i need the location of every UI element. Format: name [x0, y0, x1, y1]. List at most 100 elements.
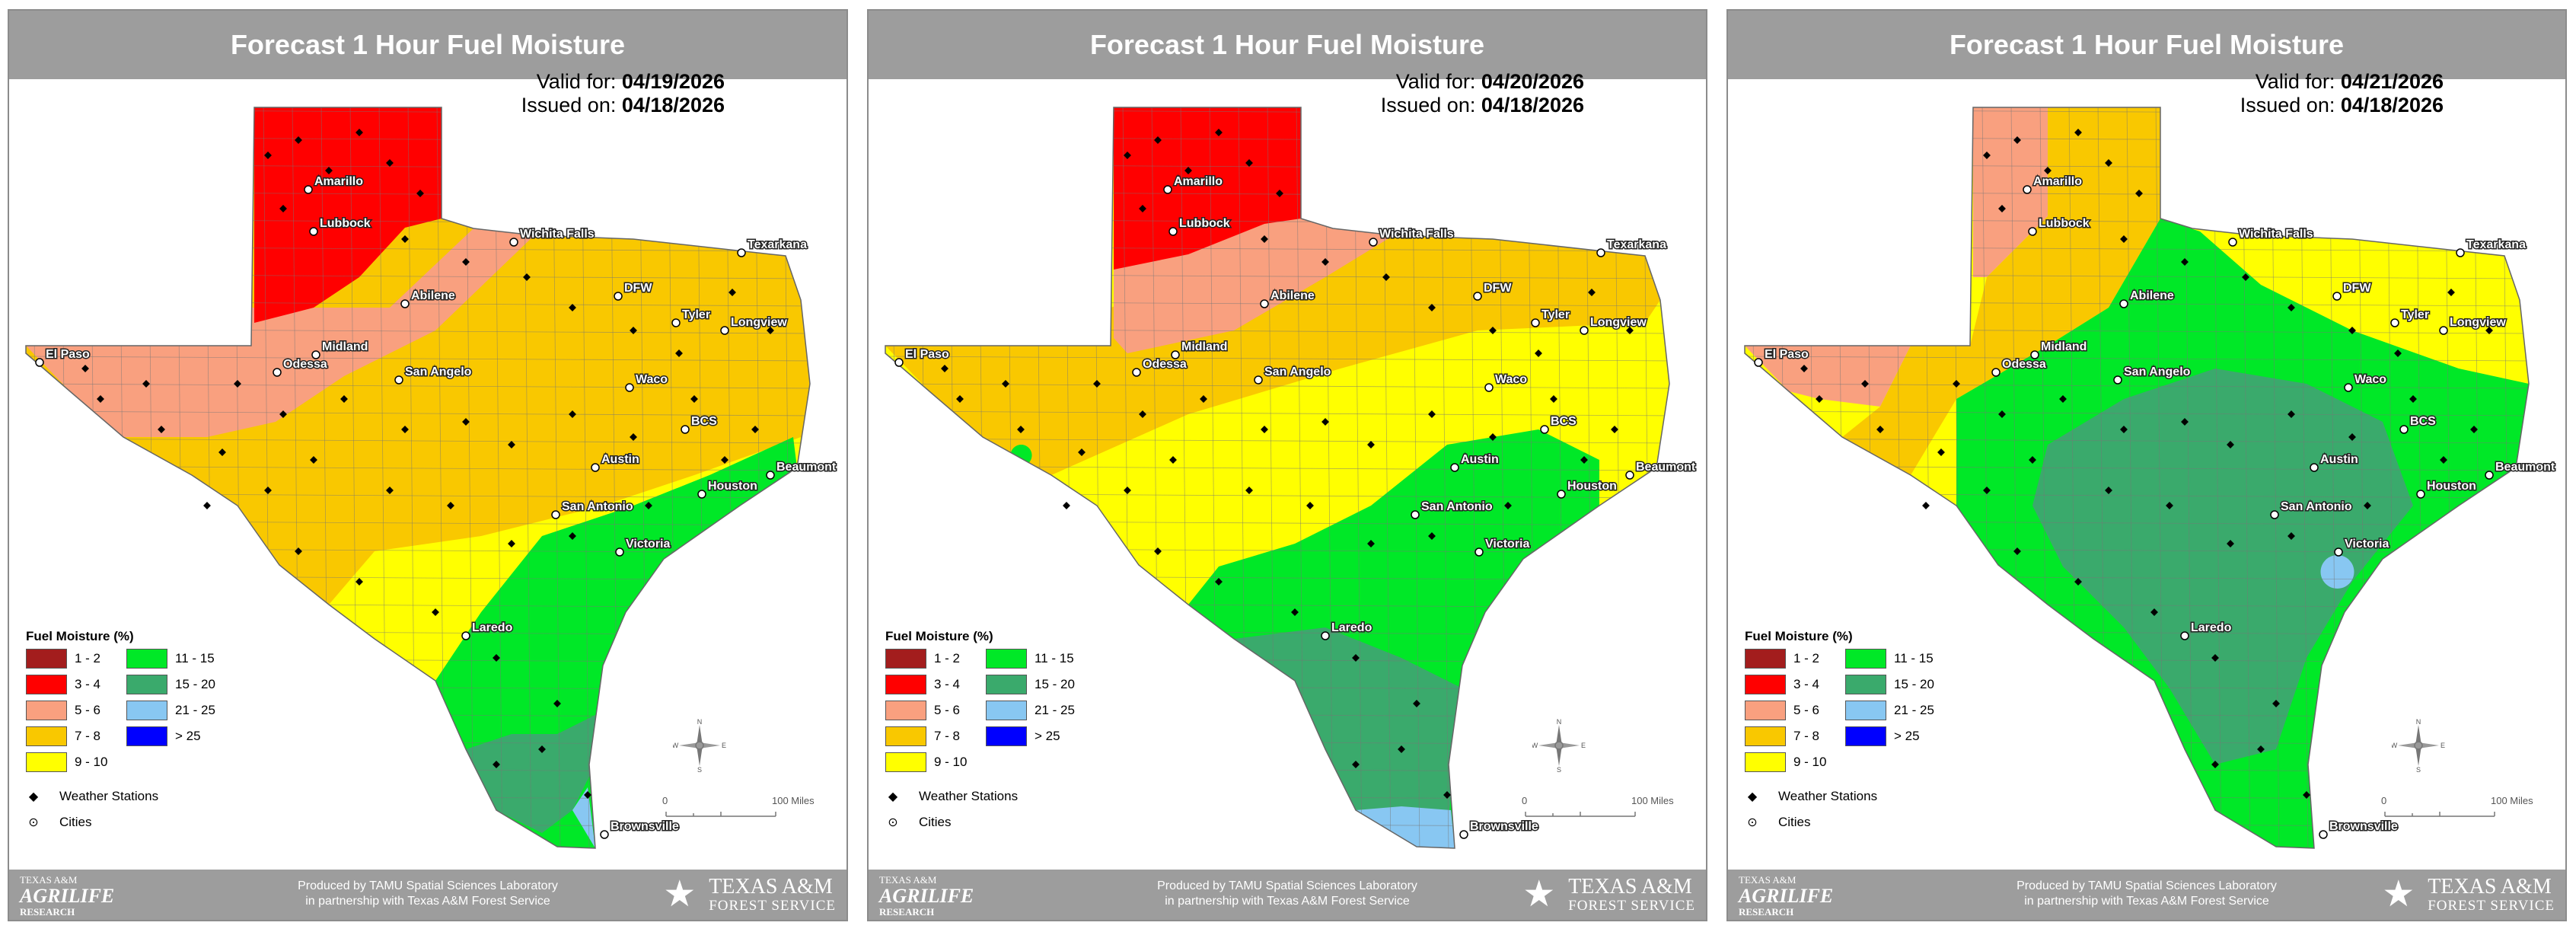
city-label: DFW — [624, 282, 652, 295]
map-panel-1: Forecast 1 Hour Fuel Moisture Amarillo Lu… — [8, 9, 848, 921]
compass-n: N — [2416, 719, 2421, 726]
weather-station-icon — [325, 167, 333, 174]
legend-title: Fuel Moisture (%) — [1745, 629, 1853, 643]
weather-station-icon — [1207, 220, 1215, 228]
weather-station-icon — [2447, 289, 2455, 296]
city-label: Laredo — [472, 621, 513, 634]
city-symbol-icon: ⊙ — [888, 816, 898, 829]
weather-station-icon — [1200, 395, 1207, 403]
city-icon — [1459, 830, 1468, 839]
weather-station-icon — [1428, 410, 1436, 418]
weather-station-icon — [941, 365, 948, 372]
weather-station-icon — [1017, 426, 1025, 433]
compass-e: E — [1581, 742, 1586, 749]
moisture-region — [1842, 107, 2160, 475]
weather-station-icon — [158, 426, 165, 433]
legend-swatch — [126, 675, 167, 694]
city-icon — [1557, 490, 1566, 499]
weather-station-icon — [386, 159, 394, 167]
compass-s: S — [1557, 766, 1561, 772]
city-icon — [394, 375, 403, 385]
weather-station-icon — [1215, 578, 1223, 586]
weather-station-icon — [1352, 654, 1360, 662]
legend-swatch — [1745, 649, 1786, 669]
city-symbol-icon: ⊙ — [1747, 816, 1758, 829]
city-icon — [311, 350, 320, 359]
legend-item: 7 - 8 — [1745, 726, 1845, 746]
weather-station-icon — [675, 350, 683, 357]
valid-date: 04/19/2026 — [621, 70, 725, 93]
city-icon — [681, 425, 690, 434]
weather-station-icon — [203, 502, 211, 509]
compass-rose-icon: N S W E — [673, 719, 726, 772]
city-icon — [2439, 326, 2448, 335]
forest-service-logo: ★ TEXAS A&M FOREST SERVICE — [1522, 874, 1695, 914]
weather-station-icon — [355, 129, 363, 136]
legend-swatch — [885, 701, 926, 720]
weather-station-icon — [462, 258, 470, 266]
legend-cities: ⊙ Cities — [1745, 815, 1952, 830]
legend-item: 5 - 6 — [885, 701, 986, 720]
city-label: El Paso — [905, 348, 949, 361]
weather-station-icon — [767, 327, 774, 334]
scale-start: 0 — [2381, 795, 2387, 806]
legend-label: 1 - 2 — [934, 651, 961, 665]
city-label: Amarillo — [1174, 175, 1223, 188]
weather-station-icon — [1398, 745, 1405, 753]
weather-station-icon — [2074, 129, 2082, 136]
weather-station-icon — [493, 761, 500, 768]
validity-block: Valid for: 04/20/2026 Issued on: 04/18/2… — [1325, 70, 1584, 117]
legend-label: 3 - 4 — [75, 677, 101, 691]
station-symbol-icon: ◆ — [1747, 790, 1758, 803]
compass-rose-icon: N S W E — [1532, 719, 1586, 772]
validity-block: Valid for: 04/19/2026 Issued on: 04/18/2… — [466, 70, 725, 117]
legend-item: 5 - 6 — [1745, 701, 1845, 720]
city-label: DFW — [1484, 282, 1512, 295]
city-label: Texarkana — [2466, 238, 2526, 251]
legend-item: 1 - 2 — [26, 649, 126, 669]
moisture-region — [1188, 429, 1599, 848]
legend-item: 15 - 20 — [986, 675, 1092, 694]
weather-station-icon — [630, 327, 637, 334]
weather-station-icon — [386, 487, 394, 494]
forest-service-logo: ★ TEXAS A&M FOREST SERVICE — [2382, 874, 2555, 914]
weather-station-icon — [1428, 532, 1436, 540]
legend-label: 1 - 2 — [75, 651, 101, 665]
city-label: Houston — [2427, 480, 2476, 493]
legend-label: > 25 — [1035, 729, 1060, 743]
issued-date: 04/18/2026 — [1481, 94, 1584, 116]
legend-swatch — [1845, 649, 1886, 669]
legend-label: 5 - 6 — [934, 703, 961, 717]
legend-swatch — [1745, 752, 1786, 772]
legend-swatch — [26, 726, 67, 746]
weather-station-icon — [690, 395, 698, 403]
weather-station-icon — [1002, 380, 1009, 388]
city-label: Brownsville — [1470, 820, 1538, 833]
city-icon — [1540, 425, 1549, 434]
agrilife-logo: TEXAS A&M AGRILIFE RESEARCH — [879, 874, 974, 918]
city-label: BCS — [1551, 415, 1577, 428]
legend-swatch — [885, 675, 926, 694]
legend-item: 1 - 2 — [1745, 649, 1845, 669]
panel-footer: TEXAS A&M AGRILIFE RESEARCH Produced by … — [9, 870, 846, 920]
weather-station-icon — [538, 745, 546, 753]
issued-date: 04/18/2026 — [2340, 94, 2444, 116]
legend-swatch — [126, 701, 167, 720]
weather-station-icon — [569, 410, 576, 418]
legend-item: 15 - 20 — [126, 675, 233, 694]
weather-station-icon — [2272, 700, 2280, 707]
city-label: Abilene — [411, 289, 455, 302]
weather-station-icon — [1291, 608, 1299, 616]
weather-station-icon — [751, 426, 759, 433]
city-icon — [1625, 471, 1634, 480]
compass-s: S — [697, 766, 702, 772]
weather-station-icon — [1139, 410, 1146, 418]
weather-station-icon — [2257, 745, 2265, 753]
weather-station-icon — [2059, 395, 2067, 403]
scale-start: 0 — [1522, 795, 1528, 806]
legend-swatch — [986, 675, 1027, 694]
weather-station-icon — [1154, 547, 1162, 555]
moisture-region — [2032, 369, 2413, 764]
legend-label: 11 - 15 — [175, 651, 215, 665]
weather-station-icon — [142, 380, 150, 388]
